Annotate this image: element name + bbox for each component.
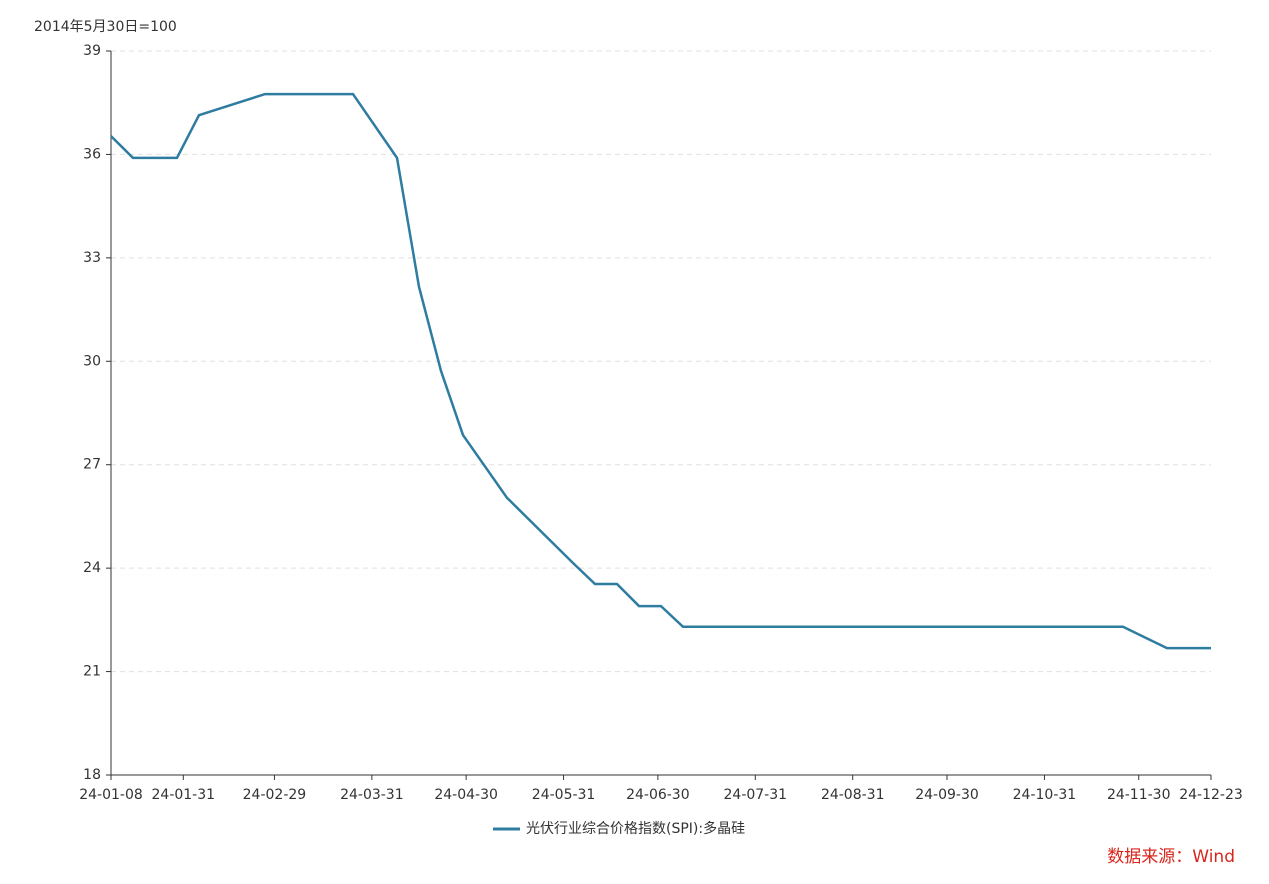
y-tick-label: 39: [83, 43, 101, 59]
x-tick-label: 24-05-31: [532, 787, 596, 803]
source: 数据来源：Wind: [1107, 847, 1235, 867]
x-tick-label: 24-07-31: [724, 787, 788, 803]
x-tick-label: 24-10-31: [1013, 787, 1077, 803]
y-tick-label: 18: [83, 767, 101, 783]
x-tick-label: 24-06-30: [626, 787, 690, 803]
y-tick-label: 27: [83, 457, 101, 473]
x-tick-label: 24-09-30: [915, 787, 979, 803]
line: [110, 92, 1211, 650]
y-tick-label: 30: [83, 353, 101, 369]
x-tick-label: 24-02-29: [243, 787, 307, 803]
x-tick-label: 24-04-30: [434, 787, 498, 803]
y-tick-label: 24: [83, 560, 101, 576]
y-tick-label: 36: [83, 146, 101, 162]
x-tick-label: 24-01-31: [152, 787, 216, 803]
legend-label: 光伏行业综合价格指数(SPI):多晶硅: [526, 820, 745, 837]
x-tick-label: 24-03-31: [340, 787, 404, 803]
subtitle: 2014年5月30日=100: [34, 19, 177, 35]
y-tick-label: 21: [83, 664, 101, 680]
x-tick-label: 24-12-23: [1179, 787, 1243, 803]
x-tick-label: 24-01-08: [79, 787, 143, 803]
y-tick-label: 33: [83, 250, 101, 266]
x-tick-label: 24-08-31: [821, 787, 885, 803]
x-tick-label: 24-11-30: [1107, 787, 1171, 803]
